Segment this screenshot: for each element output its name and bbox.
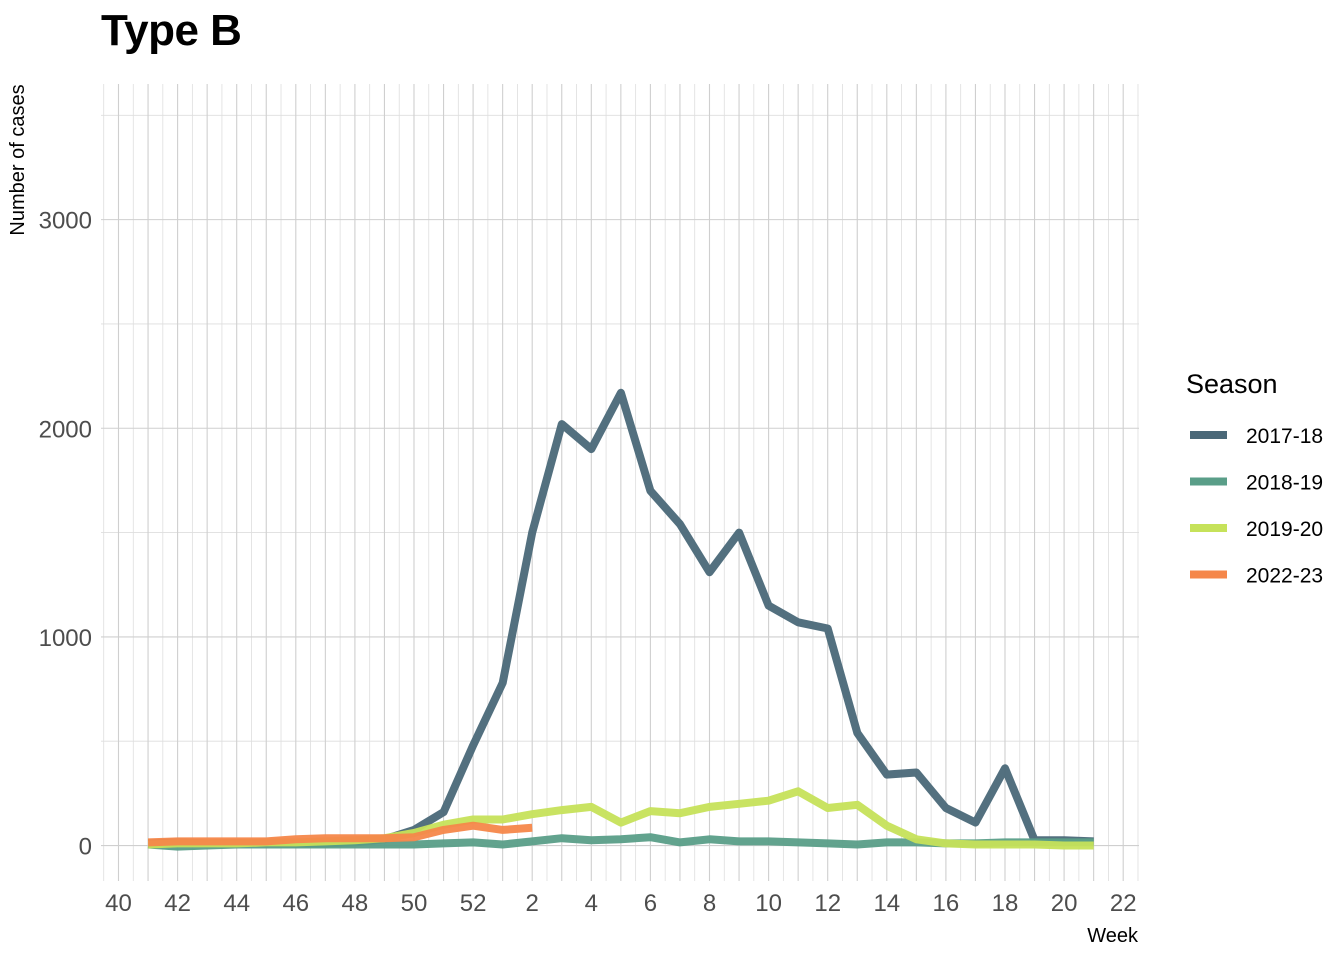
- x-tick-label: 50: [401, 890, 428, 917]
- legend-label-2022-23: 2022-23: [1246, 565, 1323, 588]
- y-axis-title: Number of cases: [7, 84, 29, 235]
- series-line-2022-23: [147, 821, 533, 847]
- legend-label-2017-18: 2017-18: [1246, 425, 1323, 448]
- minor-gridlines: [101, 84, 1139, 881]
- x-tick-label: 52: [460, 890, 487, 917]
- x-tick-label: 48: [342, 890, 369, 917]
- series-lines: [147, 388, 1094, 851]
- x-tick-label: 16: [933, 890, 960, 917]
- legend-items: 2017-18 2018-19 2019-20 2022-23: [1190, 425, 1323, 588]
- y-tick-label: 0: [79, 834, 92, 861]
- major-gridlines: [101, 84, 1139, 881]
- x-tick-label: 14: [873, 890, 900, 917]
- x-tick-label: 10: [755, 890, 782, 917]
- legend: Season 2017-18 2018-19 2019-20 2022-23: [1186, 369, 1323, 588]
- legend-label-2019-20: 2019-20: [1246, 518, 1323, 541]
- x-tick-label: 8: [703, 890, 716, 917]
- x-tick-label: 44: [223, 890, 250, 917]
- chart-title: Type B: [101, 6, 242, 55]
- y-tick-label: 3000: [39, 208, 92, 235]
- x-tick-label: 20: [1051, 890, 1078, 917]
- y-tick-label: 2000: [39, 416, 92, 443]
- y-tick-label: 1000: [39, 625, 92, 652]
- x-tick-label: 4: [585, 890, 598, 917]
- x-tick-label: 22: [1110, 890, 1137, 917]
- x-axis-title: Week: [1087, 925, 1139, 947]
- x-tick-label: 46: [282, 890, 309, 917]
- x-tick-label: 42: [164, 890, 191, 917]
- x-tick-label: 18: [992, 890, 1019, 917]
- y-axis-ticks: 0 1000 2000 3000: [39, 208, 92, 861]
- legend-title: Season: [1186, 369, 1278, 399]
- x-tick-label: 12: [814, 890, 841, 917]
- x-tick-label: 6: [644, 890, 657, 917]
- legend-label-2018-19: 2018-19: [1246, 472, 1323, 495]
- x-axis-ticks: 40 42 44 46 48 50 52 2 4 6 8 10 12 14 16 18 20 22: [105, 890, 1136, 917]
- x-tick-label: 2: [526, 890, 539, 917]
- x-tick-label: 40: [105, 890, 132, 917]
